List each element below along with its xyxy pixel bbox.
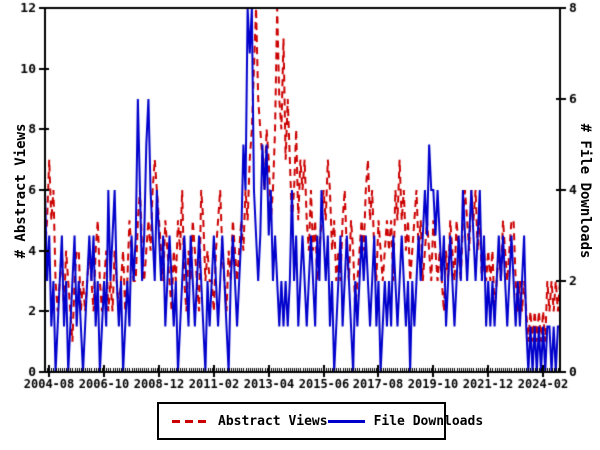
file-downloads-solid-line-swatch	[327, 419, 365, 423]
legend: Abstract Views File Downloads	[157, 402, 483, 440]
abstract-views-legend-label: Abstract Views	[218, 413, 328, 429]
left-axis-title: # Abstract Views	[13, 123, 29, 259]
right-axis-title: # File Downloads	[577, 123, 593, 259]
file-downloads-legend-label: File Downloads	[373, 413, 484, 429]
abstract-views-dashed-line-swatch	[172, 419, 209, 423]
legend-item-abstract-views: Abstract Views	[172, 414, 328, 429]
legend-item-file-downloads: File Downloads	[327, 413, 484, 429]
